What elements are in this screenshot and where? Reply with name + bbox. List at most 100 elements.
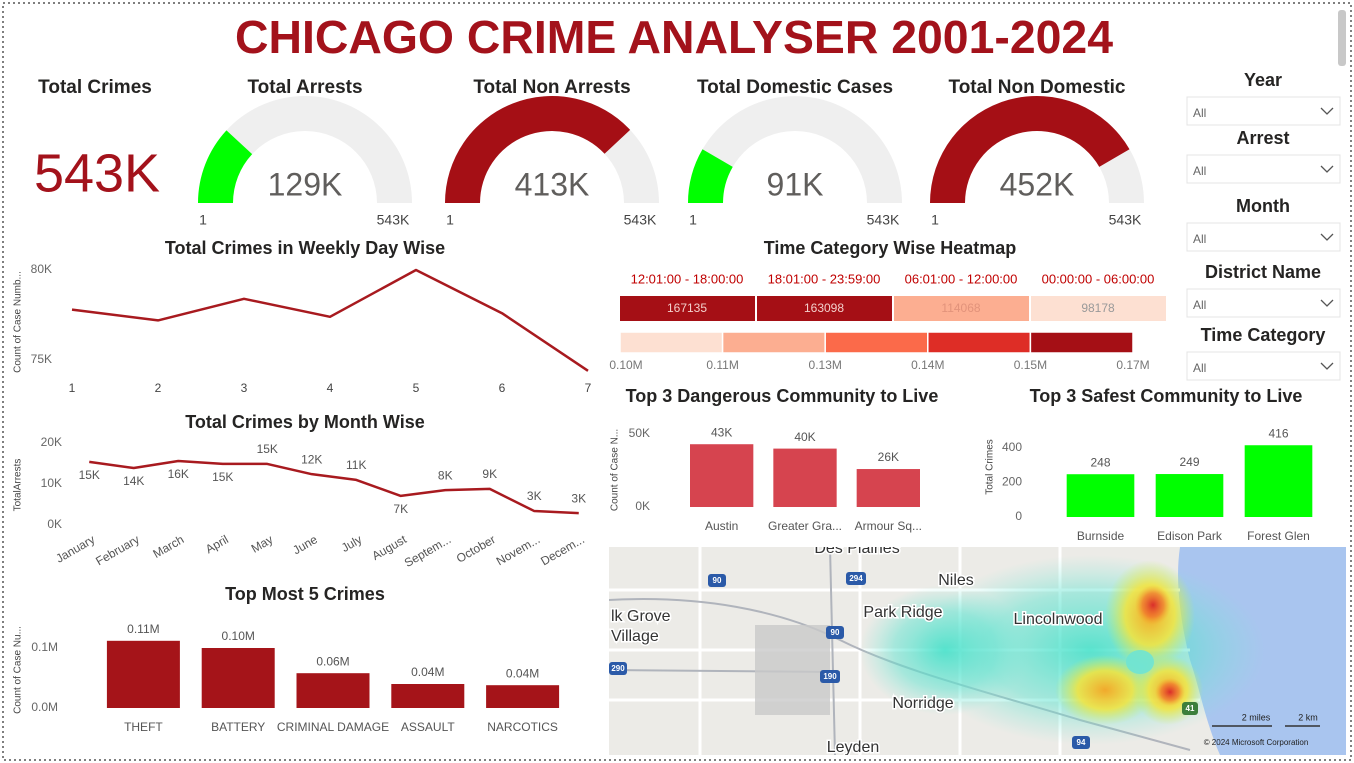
heatmap-header: 12:01:00 - 18:00:00 (631, 271, 744, 286)
heatmap-cell (757, 296, 892, 321)
y-tick-label: 0.0M (31, 700, 58, 714)
heatmap-cell (620, 296, 755, 321)
y-tick-label: 75K (31, 352, 52, 366)
map-label: Park Ridge (863, 604, 942, 621)
x-tick-label: Forest Glen (1247, 529, 1310, 543)
legend-bin (619, 331, 724, 354)
heat-blob (1126, 650, 1154, 674)
y-axis-title: TotalArrests (13, 459, 24, 512)
chevron (1320, 299, 1334, 307)
bar (201, 648, 275, 708)
data-label: 16K (168, 467, 189, 481)
x-tick-label: October (454, 532, 498, 565)
legend-bin (824, 331, 929, 354)
x-tick-label: Burnside (1077, 529, 1125, 543)
slicer-label: Month (1236, 196, 1290, 216)
map[interactable]: Des Plaines Niles Park Ridge lk Grove Vi… (609, 540, 1346, 756)
heatmap-header: 00:00:00 - 06:00:00 (1042, 271, 1155, 286)
y-tick-label: 50K (629, 426, 650, 440)
data-label: 11K (346, 458, 366, 472)
x-tick-label: BATTERY (211, 720, 265, 734)
heat-blob (1055, 655, 1155, 725)
x-tick-label: THEFT (124, 720, 163, 734)
data-label: 8K (438, 468, 453, 482)
scrollbar[interactable] (1338, 10, 1346, 66)
x-tick-label: Decem... (538, 532, 587, 568)
bar (1066, 474, 1135, 517)
slicer-label: Time Category (1201, 325, 1326, 345)
x-tick-label: NARCOTICS (487, 720, 558, 734)
data-label: 0.11M (127, 622, 159, 636)
x-tick-label: Septem... (402, 532, 453, 570)
slicer-label: Arrest (1236, 128, 1289, 148)
x-tick-label: March (150, 532, 186, 561)
bar (690, 444, 754, 507)
heatmap-value: 163098 (804, 301, 844, 315)
data-label: 26K (878, 450, 899, 464)
x-tick-label: February (93, 532, 142, 568)
gauge-title: Total Non Arrests (473, 77, 630, 98)
gauge-min: 1 (199, 212, 207, 228)
legend-tick-label: 0.14M (911, 358, 944, 372)
legend-tick-label: 0.13M (809, 358, 842, 372)
legend-tick-label: 0.11M (706, 358, 738, 372)
slicer-dropdown[interactable] (1186, 96, 1341, 126)
slicer-dropdown[interactable] (1186, 154, 1341, 184)
x-tick-label: Edison Park (1157, 529, 1223, 543)
slicer-value: All (1193, 164, 1206, 178)
x-tick-label: ASSAULT (401, 720, 455, 734)
data-label: 7K (393, 502, 408, 516)
bar (1155, 474, 1224, 517)
slicer-value: All (1193, 106, 1206, 120)
legend-bin (927, 331, 1032, 354)
data-label: 43K (711, 425, 732, 439)
y-axis-title: Count of Case Nu... (13, 626, 24, 714)
slicer-value: All (1193, 298, 1206, 312)
bar (773, 448, 837, 507)
y-tick-label: 10K (41, 476, 62, 490)
slicer-dropdown[interactable] (1186, 222, 1341, 252)
y-tick-label: 0 (1015, 509, 1022, 523)
airport (755, 625, 830, 715)
shield: 90 (831, 628, 840, 637)
gauge-max: 543K (867, 212, 900, 228)
heatmap-value: 167135 (667, 301, 707, 315)
bar (1244, 445, 1313, 517)
data-label: 416 (1268, 426, 1288, 440)
data-label: 0.04M (411, 665, 444, 679)
gauge-arc (930, 95, 1130, 203)
gauge-max: 543K (377, 212, 410, 228)
slicer-value: All (1193, 232, 1206, 246)
heatmap-value: 114068 (941, 301, 980, 315)
shield: 290 (611, 664, 625, 673)
legend-bin (1029, 331, 1134, 354)
slicer-value: All (1193, 361, 1206, 375)
x-tick-label: Novem... (494, 532, 543, 568)
x-tick-label: May (249, 532, 276, 555)
data-label: 40K (794, 430, 815, 444)
y-tick-label: 400 (1002, 440, 1022, 454)
gauge-max: 543K (624, 212, 657, 228)
map-label: Leyden (827, 739, 880, 756)
bar (296, 673, 370, 708)
heat-blob (1155, 678, 1185, 706)
gauge-track (688, 96, 902, 203)
heat-blob (1135, 585, 1171, 625)
data-label: 15K (79, 468, 100, 482)
chevron (1320, 233, 1334, 241)
heatmap-header: 18:01:00 - 23:59:00 (768, 271, 881, 286)
slicer-dropdown[interactable] (1186, 288, 1341, 318)
chart-title: Top Most 5 Crimes (225, 584, 385, 604)
data-label: 0.04M (506, 666, 539, 680)
y-axis-title: Count of Case Numb... (13, 271, 24, 373)
heat-blob (860, 585, 1030, 715)
data-label: 15K (212, 470, 233, 484)
heatmap-header: 06:01:00 - 12:00:00 (905, 271, 1018, 286)
y-tick-label: 20K (41, 435, 62, 449)
map-label: lk Grove (611, 608, 671, 625)
x-tick-label: Austin (705, 519, 738, 533)
data-label: 3K (527, 489, 542, 503)
shield: 294 (849, 574, 863, 583)
slicer-dropdown[interactable] (1186, 351, 1341, 381)
